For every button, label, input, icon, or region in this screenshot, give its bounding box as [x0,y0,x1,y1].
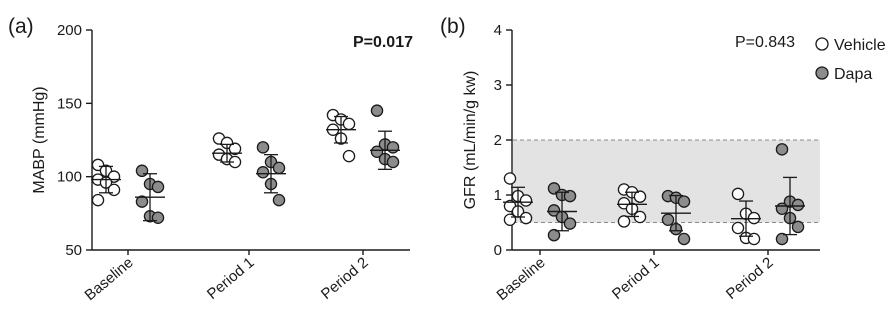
data-point-dapa-b [547,204,561,217]
y-tick-label-a: 200 [57,22,82,39]
data-point-dapa-a [135,195,149,208]
data-point-vehicle-b [747,232,761,246]
data-point-dapa-a [256,166,270,179]
legend-label-vehicle: Vehicle [834,37,886,54]
reference-band-b [513,140,820,223]
panel-label-a: (a) [8,15,34,38]
data-point-vehicle-b [633,190,647,203]
data-point-dapa-a [151,180,165,194]
data-point-vehicle-b [731,221,745,235]
data-point-dapa-a [151,211,165,224]
data-point-dapa-b [661,213,675,226]
data-point-vehicle-b [617,215,631,228]
data-point-dapa-a [370,145,384,158]
x-tick-label-b: Baseline [494,254,549,304]
legend-marker-vehicle [815,37,829,51]
y-axis-label-b: GFR (mL/min/g kw) [462,71,479,210]
data-point-dapa-b [775,202,789,215]
data-point-vehicle-b [519,194,533,207]
data-point-vehicle-b [503,213,517,226]
panel-a-mabp: (a) MABP (mmHg) P=0.017 50 100 150 200 Basel… [8,15,413,304]
plot-area-a: 50 100 150 200 Baseline Period 1 Period 2 [57,22,410,304]
data-point-vehicle-b [503,172,517,185]
p-value-a: P=0.017 [353,34,413,51]
x-tick-label-a: Period 2 [318,254,372,303]
data-point-vehicle-b [519,211,533,225]
data-point-dapa-b [563,189,577,203]
y-tick-label-a: 150 [57,95,82,112]
data-point-dapa-b [677,195,691,208]
data-point-dapa-a [272,193,286,207]
plot-area-b: 0 1 2 3 4 Baseline Period 1 Period 2 [494,22,820,304]
data-point-vehicle-a [91,193,105,207]
panel-label-b: (b) [440,15,466,38]
data-point-dapa-b [677,232,691,246]
x-tick-label-a: Period 1 [204,254,258,303]
legend: Vehicle Dapa [815,37,886,83]
data-point-vehicle-a [228,142,242,156]
data-point-dapa-b [547,228,561,242]
y-tick-label-b: 1 [494,187,502,204]
legend-label-dapa: Dapa [834,66,872,83]
x-tick-label-b: Period 2 [723,254,777,303]
y-tick-label-a: 50 [65,242,82,259]
data-point-dapa-a [135,164,149,178]
y-tick-label-b: 4 [494,22,502,39]
data-point-dapa-a [386,141,400,154]
y-tick-label-b: 0 [494,242,502,259]
legend-marker-dapa [815,66,829,80]
p-value-b: P=0.843 [735,34,795,51]
panel-b-gfr: (b) GFR (mL/min/g kw) P=0.843 0 1 2 3 4 Basel… [440,15,820,304]
data-point-vehicle-b [731,187,745,201]
data-point-dapa-b [775,232,789,246]
data-point-vehicle-a [342,117,356,131]
data-point-dapa-b [791,198,805,212]
y-tick-label-a: 100 [57,169,82,186]
data-point-dapa-a [386,155,400,169]
data-point-dapa-a [272,161,286,175]
data-point-dapa-b [563,217,577,230]
data-point-dapa-b [775,143,789,156]
y-axis-label-a: MABP (mmHg) [31,86,48,193]
data-point-dapa-b [791,220,805,234]
data-point-dapa-a [370,104,384,117]
y-tick-label-b: 3 [494,77,502,94]
data-point-vehicle-a [342,149,356,163]
data-point-dapa-b [547,182,561,195]
data-point-vehicle-a [107,183,121,197]
data-point-dapa-a [256,141,270,154]
y-tick-label-b: 2 [494,132,502,149]
x-tick-label-b: Period 1 [609,254,663,303]
x-tick-label-a: Baseline [82,254,137,304]
